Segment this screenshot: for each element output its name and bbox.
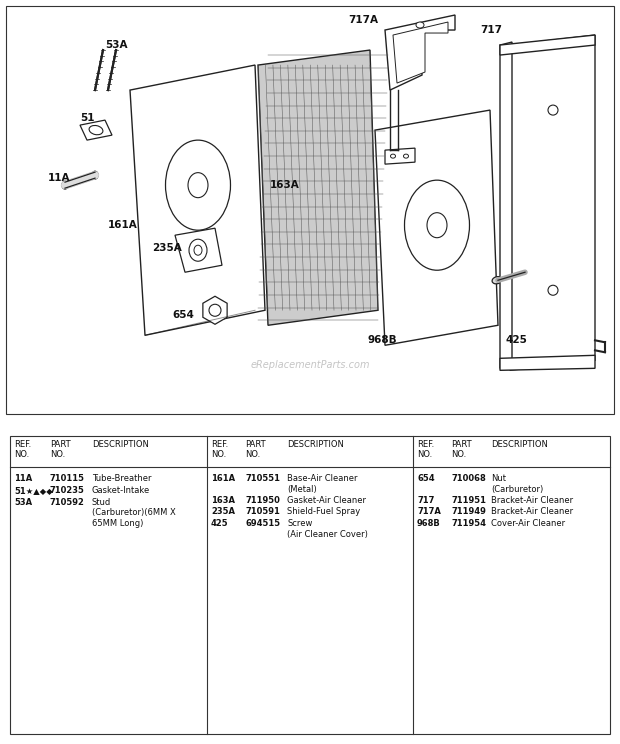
Text: Bracket-Air Cleaner: Bracket-Air Cleaner [491,496,573,504]
Text: 717A: 717A [348,15,378,25]
Text: Gasket-Intake: Gasket-Intake [92,486,150,495]
Polygon shape [130,65,265,336]
Text: 711950: 711950 [245,496,280,504]
Polygon shape [385,148,415,164]
Polygon shape [500,356,595,371]
Text: 51★▲◆◆: 51★▲◆◆ [14,486,53,495]
Ellipse shape [416,22,424,28]
Ellipse shape [209,304,221,316]
Ellipse shape [194,246,202,255]
Ellipse shape [427,213,447,237]
Text: 717: 717 [480,25,502,35]
Text: 710551: 710551 [245,474,280,483]
Text: 161A: 161A [108,220,138,230]
Text: 235A: 235A [211,507,235,516]
Text: Tube-Breather: Tube-Breather [92,474,151,483]
Polygon shape [80,120,112,140]
Text: Cover-Air Cleaner: Cover-Air Cleaner [491,519,565,528]
Text: 51: 51 [80,113,94,123]
Ellipse shape [404,154,409,158]
Text: 711954: 711954 [451,519,486,528]
Text: 163A: 163A [211,496,235,504]
Text: 968B: 968B [417,519,441,528]
Polygon shape [258,50,378,325]
Text: 425: 425 [505,336,527,345]
Text: 161A: 161A [211,474,235,483]
Text: 968B: 968B [368,336,397,345]
Ellipse shape [492,277,502,284]
Text: DESCRIPTION: DESCRIPTION [287,440,344,449]
Ellipse shape [166,140,231,230]
Ellipse shape [189,240,207,261]
Ellipse shape [404,180,469,270]
Text: Base-Air Cleaner
(Metal): Base-Air Cleaner (Metal) [287,474,358,494]
Text: REF.
NO.: REF. NO. [14,440,31,459]
Text: PART
NO.: PART NO. [50,440,71,459]
Text: Bracket-Air Cleaner: Bracket-Air Cleaner [491,507,573,516]
Polygon shape [510,35,595,371]
Text: 53A: 53A [105,40,128,50]
Text: 654: 654 [417,474,435,483]
Text: 710235: 710235 [50,486,85,495]
Polygon shape [500,35,595,55]
Text: 710068: 710068 [451,474,485,483]
Ellipse shape [391,154,396,158]
Polygon shape [393,22,448,83]
Ellipse shape [62,181,68,189]
Text: Stud
(Carburetor)(6MM X
65MM Long): Stud (Carburetor)(6MM X 65MM Long) [92,498,175,528]
Text: 11A: 11A [48,173,71,183]
Polygon shape [500,42,512,368]
Text: REF.
NO.: REF. NO. [417,440,434,459]
Ellipse shape [188,173,208,198]
Text: 235A: 235A [152,243,182,253]
Text: 711949: 711949 [451,507,486,516]
Ellipse shape [548,105,558,115]
Polygon shape [175,228,222,272]
Text: eReplacementParts.com: eReplacementParts.com [250,360,370,371]
Text: 717A: 717A [417,507,441,516]
Text: 11A: 11A [14,474,32,483]
Text: PART
NO.: PART NO. [245,440,265,459]
Text: Shield-Fuel Spray: Shield-Fuel Spray [287,507,360,516]
Polygon shape [375,110,498,345]
Text: 710592: 710592 [50,498,85,507]
Text: 717: 717 [417,496,435,504]
Text: REF.
NO.: REF. NO. [211,440,228,459]
Text: 654: 654 [172,310,194,320]
Text: 53A: 53A [14,498,32,507]
Text: 710115: 710115 [50,474,85,483]
Text: Nut
(Carburetor): Nut (Carburetor) [491,474,543,494]
Text: DESCRIPTION: DESCRIPTION [92,440,149,449]
Polygon shape [203,296,227,324]
Text: Gasket-Air Cleaner: Gasket-Air Cleaner [287,496,366,504]
Ellipse shape [89,126,103,135]
Polygon shape [385,15,455,90]
Ellipse shape [92,171,98,179]
Text: 694515: 694515 [245,519,280,528]
Ellipse shape [548,285,558,295]
Text: 711951: 711951 [451,496,486,504]
Text: PART
NO.: PART NO. [451,440,472,459]
Text: 425: 425 [211,519,229,528]
Text: 163A: 163A [270,180,299,190]
Text: 710591: 710591 [245,507,280,516]
Text: DESCRIPTION: DESCRIPTION [491,440,548,449]
Text: Screw
(Air Cleaner Cover): Screw (Air Cleaner Cover) [287,519,368,539]
